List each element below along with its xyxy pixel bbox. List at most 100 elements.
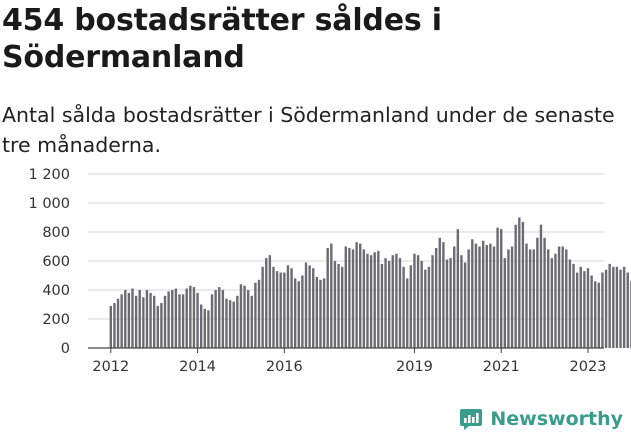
- bar: [359, 243, 362, 348]
- bar: [203, 308, 206, 348]
- bar: [246, 290, 250, 348]
- bar: [565, 249, 568, 348]
- bar: [474, 243, 478, 348]
- bar: [568, 259, 572, 348]
- bar: [315, 276, 319, 348]
- bar: [395, 253, 398, 348]
- bar: [181, 294, 185, 348]
- bar: [539, 224, 543, 348]
- bar: [434, 247, 438, 348]
- bar: [272, 266, 275, 348]
- bar: [232, 301, 235, 348]
- bar: [622, 266, 626, 348]
- bar: [460, 255, 463, 348]
- bar: [290, 268, 293, 348]
- bar: [221, 290, 225, 348]
- bar: [326, 247, 329, 348]
- bar: [340, 266, 344, 348]
- bar: [521, 221, 525, 348]
- bar: [337, 263, 340, 348]
- bar: [583, 271, 586, 348]
- bar: [322, 278, 326, 348]
- y-tick-label: 0: [61, 341, 70, 357]
- x-tick-label: 2019: [396, 359, 433, 375]
- y-tick-label: 800: [42, 225, 70, 241]
- bar: [510, 246, 514, 348]
- bar: [145, 290, 149, 348]
- bar: [160, 303, 163, 348]
- y-tick-label: 400: [42, 283, 70, 299]
- bar: [131, 288, 134, 348]
- bar: [214, 290, 217, 348]
- bar: [384, 258, 387, 348]
- bar: [471, 239, 474, 348]
- bar: [561, 246, 564, 348]
- brand-logo: Newsworthy: [459, 405, 623, 433]
- bar: [207, 310, 210, 348]
- bar: [330, 243, 333, 348]
- bar: [243, 285, 246, 348]
- bar: [579, 266, 582, 348]
- bar: [391, 255, 394, 348]
- bar: [503, 258, 507, 348]
- bar: [547, 249, 550, 348]
- bar: [199, 304, 203, 348]
- bar: [171, 290, 174, 348]
- bar: [424, 269, 427, 348]
- bar: [362, 249, 366, 348]
- bar: [463, 262, 467, 348]
- bar: [575, 272, 579, 348]
- bar: [492, 246, 496, 348]
- bar: [409, 265, 413, 348]
- bar: [351, 249, 355, 348]
- bar: [210, 294, 214, 348]
- bar: [514, 224, 517, 348]
- bar: [149, 292, 152, 348]
- bar: [304, 262, 308, 348]
- y-tick-label: 1 000: [28, 196, 70, 212]
- bar: [431, 255, 434, 348]
- bar: [225, 298, 228, 348]
- bar: [109, 305, 112, 348]
- y-tick-label: 1 200: [28, 167, 70, 183]
- bar: [134, 295, 138, 348]
- bar: [344, 246, 347, 348]
- bar: [138, 290, 141, 348]
- bar: [163, 295, 167, 348]
- bar: [333, 261, 337, 348]
- bar: [257, 279, 261, 348]
- bar: [120, 294, 123, 348]
- bar: [442, 242, 445, 348]
- bar: [528, 249, 532, 348]
- bar: [413, 253, 416, 348]
- bar: [127, 292, 131, 348]
- bar: [590, 275, 593, 348]
- bar: [481, 240, 485, 348]
- x-tick-label: 2016: [266, 359, 303, 375]
- bar: [525, 243, 528, 348]
- bar: [619, 269, 622, 348]
- bar: [536, 237, 539, 348]
- bar: [178, 294, 181, 348]
- bar: [398, 258, 402, 348]
- bar: [387, 261, 391, 348]
- bar: [438, 237, 441, 348]
- bar: [612, 266, 615, 348]
- bar: [196, 292, 199, 348]
- bar: [402, 266, 405, 348]
- bar: [594, 281, 597, 348]
- bar: [279, 272, 282, 348]
- bar: [500, 229, 503, 348]
- bar: [608, 263, 611, 348]
- newsworthy-logo-icon: [460, 409, 483, 430]
- bars: [109, 217, 631, 348]
- bar: [485, 245, 488, 348]
- bar: [380, 263, 384, 348]
- bar: [557, 246, 561, 348]
- bar: [218, 287, 221, 348]
- bar: [265, 258, 268, 348]
- x-tick-label: 2014: [179, 359, 216, 375]
- bar: [416, 255, 420, 348]
- chart-subtitle: Antal sålda bostadsrätter i Södermanland…: [2, 103, 615, 157]
- bar: [236, 295, 239, 348]
